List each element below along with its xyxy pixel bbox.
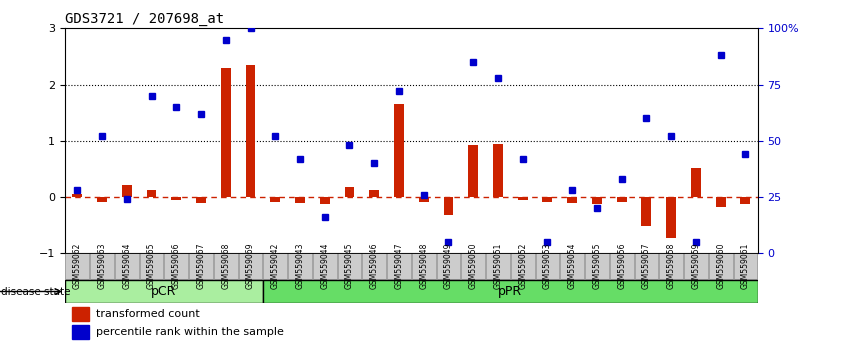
Text: GSM559046: GSM559046	[370, 243, 378, 290]
Bar	[443, 197, 454, 215]
Text: pPR: pPR	[498, 285, 522, 298]
Text: GSM559069: GSM559069	[246, 243, 255, 290]
Text: GSM559058: GSM559058	[667, 243, 675, 290]
FancyBboxPatch shape	[635, 253, 658, 279]
FancyBboxPatch shape	[436, 253, 461, 279]
Text: GSM559044: GSM559044	[320, 243, 329, 290]
Text: GSM559054: GSM559054	[568, 243, 577, 290]
Bar	[542, 197, 553, 202]
Bar	[270, 197, 281, 202]
FancyBboxPatch shape	[362, 253, 386, 279]
Text: GDS3721 / 207698_at: GDS3721 / 207698_at	[65, 12, 224, 26]
Bar	[97, 197, 107, 202]
FancyBboxPatch shape	[684, 253, 708, 279]
Text: GSM559063: GSM559063	[98, 243, 107, 290]
Bar	[196, 197, 206, 203]
FancyBboxPatch shape	[239, 253, 262, 279]
FancyBboxPatch shape	[214, 253, 237, 279]
Bar	[369, 190, 379, 197]
Text: percentile rank within the sample: percentile rank within the sample	[96, 327, 284, 337]
Bar	[320, 197, 330, 204]
Text: pCR: pCR	[152, 285, 177, 298]
Bar	[171, 197, 181, 200]
Text: GSM559045: GSM559045	[345, 243, 354, 290]
FancyBboxPatch shape	[263, 280, 758, 303]
Bar	[221, 68, 230, 197]
Text: GSM559057: GSM559057	[642, 243, 651, 290]
FancyBboxPatch shape	[90, 253, 114, 279]
Bar	[73, 194, 82, 197]
Bar	[617, 197, 627, 202]
Text: disease state: disease state	[1, 287, 70, 297]
Bar	[740, 197, 750, 204]
Text: GSM559050: GSM559050	[469, 243, 478, 290]
Text: GSM559056: GSM559056	[617, 243, 626, 290]
FancyBboxPatch shape	[66, 253, 89, 279]
FancyBboxPatch shape	[486, 253, 510, 279]
FancyBboxPatch shape	[263, 253, 288, 279]
Bar	[345, 187, 354, 197]
Text: GSM559060: GSM559060	[716, 243, 725, 290]
Bar	[469, 145, 478, 197]
Bar	[246, 65, 255, 197]
Text: GSM559061: GSM559061	[741, 243, 750, 290]
FancyBboxPatch shape	[288, 253, 312, 279]
Text: GSM559051: GSM559051	[494, 243, 502, 290]
FancyBboxPatch shape	[708, 253, 733, 279]
Text: GSM559052: GSM559052	[518, 243, 527, 290]
Text: GSM559043: GSM559043	[295, 243, 305, 290]
FancyBboxPatch shape	[387, 253, 410, 279]
Text: transformed count: transformed count	[96, 309, 200, 319]
Text: GSM559066: GSM559066	[171, 243, 181, 290]
Bar	[122, 185, 132, 197]
FancyBboxPatch shape	[535, 253, 559, 279]
Text: GSM559047: GSM559047	[395, 243, 404, 290]
Bar	[493, 144, 503, 197]
Text: GSM559067: GSM559067	[197, 243, 205, 290]
Text: GSM559059: GSM559059	[691, 243, 701, 290]
FancyBboxPatch shape	[462, 253, 485, 279]
Bar	[146, 190, 157, 197]
FancyBboxPatch shape	[115, 253, 139, 279]
Bar	[642, 197, 651, 226]
FancyBboxPatch shape	[139, 253, 164, 279]
FancyBboxPatch shape	[659, 253, 683, 279]
Bar	[295, 197, 305, 203]
Bar	[666, 197, 676, 238]
Text: GSM559065: GSM559065	[147, 243, 156, 290]
Bar	[715, 197, 726, 207]
Bar	[518, 197, 527, 200]
FancyBboxPatch shape	[585, 253, 609, 279]
Bar	[72, 307, 89, 321]
FancyBboxPatch shape	[734, 253, 757, 279]
FancyBboxPatch shape	[189, 253, 213, 279]
Bar	[691, 168, 701, 197]
Bar	[72, 325, 89, 339]
FancyBboxPatch shape	[412, 253, 436, 279]
Text: GSM559055: GSM559055	[592, 243, 601, 290]
Text: GSM559042: GSM559042	[271, 243, 280, 290]
FancyBboxPatch shape	[338, 253, 361, 279]
Bar	[567, 197, 577, 203]
Text: GSM559062: GSM559062	[73, 243, 81, 290]
Bar	[419, 197, 429, 202]
Text: GSM559049: GSM559049	[444, 243, 453, 290]
Text: GSM559064: GSM559064	[122, 243, 132, 290]
Text: GSM559053: GSM559053	[543, 243, 552, 290]
FancyBboxPatch shape	[610, 253, 634, 279]
Bar	[592, 197, 602, 204]
Text: GSM559048: GSM559048	[419, 243, 428, 290]
FancyBboxPatch shape	[65, 280, 263, 303]
FancyBboxPatch shape	[165, 253, 188, 279]
FancyBboxPatch shape	[560, 253, 584, 279]
Bar	[394, 104, 404, 197]
FancyBboxPatch shape	[511, 253, 534, 279]
Text: GSM559068: GSM559068	[222, 243, 230, 290]
FancyBboxPatch shape	[313, 253, 337, 279]
